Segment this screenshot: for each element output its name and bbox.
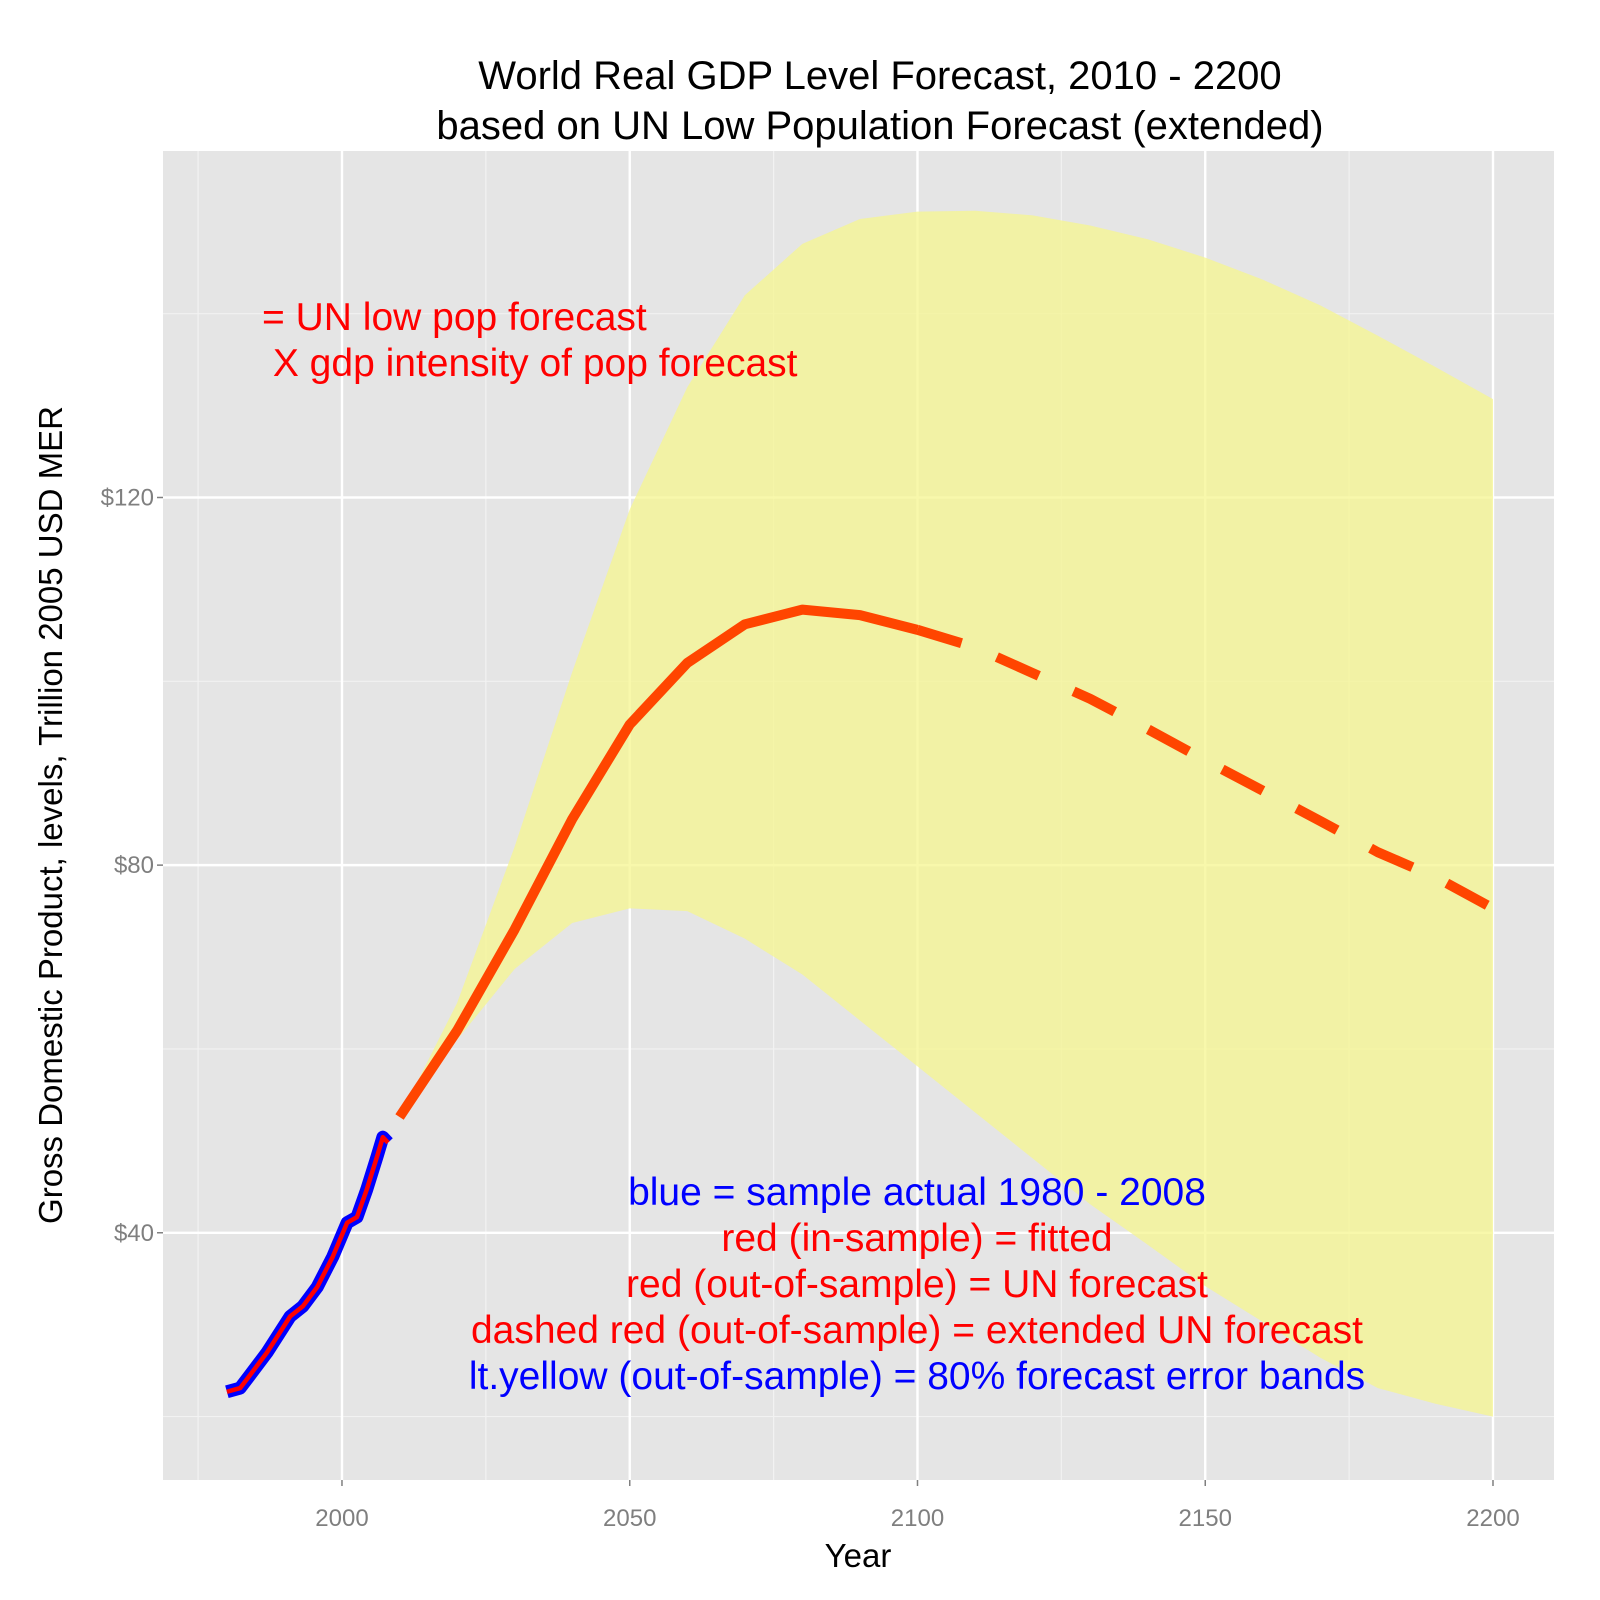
error-band-area bbox=[399, 210, 1493, 1417]
legend-annotation-line: lt.yellow (out-of-sample) = 80% forecast… bbox=[469, 1355, 1365, 1398]
series-line-fitted bbox=[226, 1134, 390, 1394]
x-axis-title: Year bbox=[825, 1537, 892, 1574]
series-line-extended-UN-forecast bbox=[916, 625, 1496, 913]
legend-annotation-line: blue = sample actual 1980 - 2008 bbox=[628, 1171, 1206, 1214]
y-tick-label: $120 bbox=[101, 484, 154, 511]
x-tick-label: 2200 bbox=[1466, 1505, 1519, 1532]
x-tick-label: 2050 bbox=[603, 1505, 656, 1532]
chart-title-line2: based on UN Low Population Forecast (ext… bbox=[436, 104, 1323, 148]
axis-ticks: 2000 2050 2100 2150 2200 $40 $80 $120 bbox=[101, 484, 1520, 1532]
series-line-UN-forecast bbox=[395, 604, 919, 1120]
y-axis-title: Gross Domestic Product, levels, Trillion… bbox=[32, 406, 69, 1224]
legend-annotation-line: dashed red (out-of-sample) = extended UN… bbox=[471, 1309, 1363, 1352]
x-tick-label: 2150 bbox=[1179, 1505, 1232, 1532]
legend-annotation-line: red (in-sample) = fitted bbox=[721, 1217, 1112, 1260]
legend-annotation-line: red (out-of-sample) = UN forecast bbox=[626, 1263, 1208, 1306]
x-tick-label: 2000 bbox=[315, 1505, 368, 1532]
chart-title-line1: World Real GDP Level Forecast, 2010 - 22… bbox=[478, 54, 1281, 98]
y-tick-label: $40 bbox=[114, 1220, 154, 1247]
annotation-top-2: X gdp intensity of pop forecast bbox=[262, 342, 798, 385]
error-band bbox=[399, 210, 1493, 1417]
annotation-top-1: = UN low pop forecast bbox=[262, 296, 647, 339]
series-lines bbox=[225, 604, 1496, 1399]
x-tick-label: 2100 bbox=[891, 1505, 944, 1532]
y-tick-label: $80 bbox=[114, 852, 154, 879]
